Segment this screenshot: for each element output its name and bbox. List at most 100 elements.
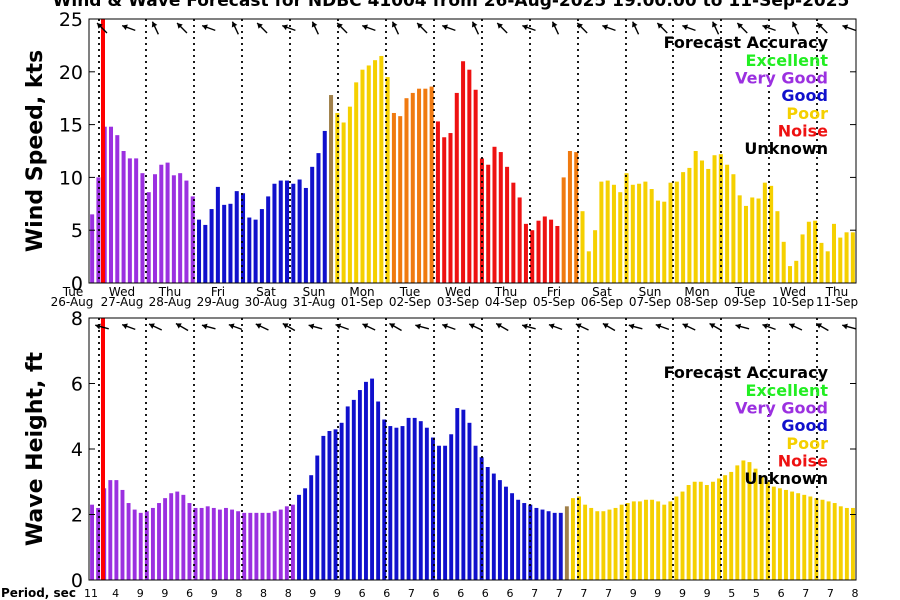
bar [637,183,642,283]
bar [108,126,114,284]
bar [297,179,302,283]
period-value: 5 [728,587,735,600]
legend-item: Excellent [746,381,829,400]
date-label: 11-Sep [816,295,858,309]
period-value: 6 [433,587,440,600]
arrow-head [682,24,689,31]
bar [624,173,629,283]
wind-direction-arrow [416,22,428,34]
day-of-week-label: Wed [109,285,135,299]
arrow-head [202,24,208,31]
arrow-head [442,24,448,31]
day-of-week-label: Tue [62,285,84,299]
arrow-head [628,323,635,330]
bar [580,211,585,283]
bar [698,481,703,580]
bar [175,491,180,580]
bar [364,381,368,580]
arrow-head [842,24,849,31]
bar [333,429,338,580]
wind-direction-arrow [362,323,376,331]
wind-direction-arrow [231,21,239,35]
bar [497,480,502,580]
bar [619,504,624,580]
bar [637,501,642,580]
bar [516,499,521,580]
legend-item: Noise [778,121,828,140]
bar [510,493,515,580]
wind-direction-arrow [336,22,348,34]
bar [454,92,459,283]
arrow-head [231,21,238,28]
bar [406,417,411,580]
bar [668,182,673,283]
arrow-head [282,24,288,31]
bar [248,512,253,580]
bar [127,158,132,283]
bar [729,471,734,580]
bar [570,498,575,581]
wind-direction-arrow [441,323,456,331]
wind-direction-arrow [816,22,828,34]
bar [643,181,648,283]
arrow-head [257,23,263,29]
bar [522,503,527,580]
period-value: 11 [84,587,98,600]
bar [561,177,566,283]
bar [806,221,811,283]
period-value: 7 [580,587,587,600]
bar [140,173,145,283]
bar [625,503,630,580]
bar [181,494,186,580]
day-of-week-label: Mon [349,285,374,299]
wind-direction-arrow [709,322,723,332]
bar [442,137,447,283]
arrow-head [735,323,742,330]
wind-direction-arrow [151,21,159,35]
y-tick-label: 0 [71,570,83,592]
bar [455,408,460,580]
day-of-week-label: Tue [399,285,421,299]
wind-direction-arrow [121,323,136,331]
bar [735,465,740,581]
bar [448,133,453,283]
bar [259,209,264,283]
arrow-head [95,323,101,330]
bar [808,496,813,580]
plot-frame [88,317,857,581]
wind-direction-arrow [656,22,668,34]
wind-direction-arrow [551,21,560,35]
bar [656,501,661,580]
bar [398,116,403,284]
bar [850,232,855,283]
bar [169,493,174,580]
wind-direction-arrow [682,24,696,32]
bar [473,445,478,580]
current-time-marker [101,318,105,580]
bar [157,503,161,580]
bar [347,106,352,284]
chart-title: Wind & Wave Forecast for NDBC 41004 from… [53,0,850,11]
arrow-head [471,21,478,28]
period-value: 6 [482,587,489,600]
period-value: 9 [211,587,218,600]
arrow-head [415,323,421,330]
bar [540,509,545,580]
wind-direction-arrow [311,21,319,35]
bar [704,485,709,580]
wind-direction-arrow [521,323,536,330]
bar [134,158,139,283]
bar [530,230,535,283]
bar [826,501,831,580]
bar [534,507,539,580]
bar [222,204,227,283]
legend-item: Noise [778,451,828,470]
bar [242,512,247,580]
bar [284,506,289,580]
bar [285,180,290,283]
bar [351,399,356,581]
arrow-head [762,24,769,31]
arrow-head [255,323,262,329]
day-of-week-label: Thu [825,285,849,299]
